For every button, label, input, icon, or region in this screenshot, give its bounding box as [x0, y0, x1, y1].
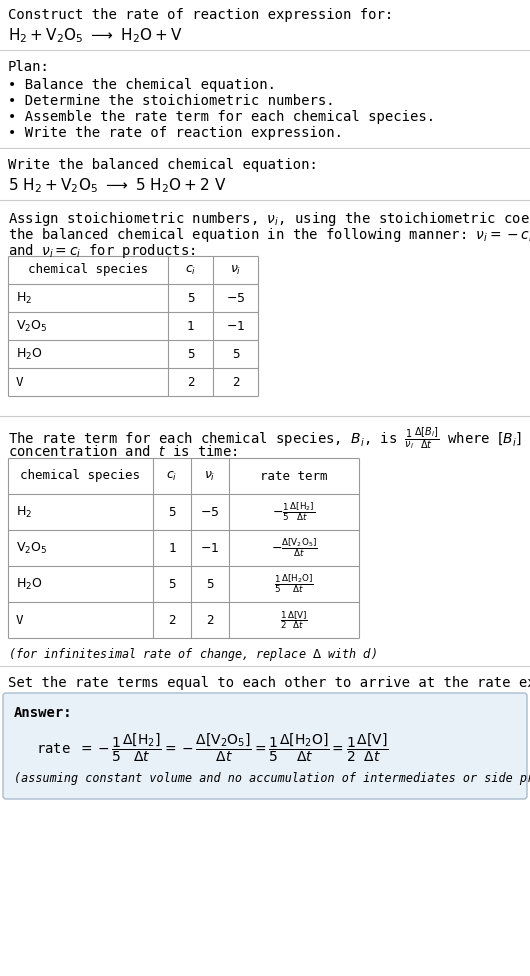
- Text: 5: 5: [187, 347, 195, 360]
- Text: $\frac{1}{5}\frac{\Delta[\mathrm{H_2O}]}{\Delta t}$: $\frac{1}{5}\frac{\Delta[\mathrm{H_2O}]}…: [274, 573, 314, 595]
- Text: and $\nu_i = c_i$ for products:: and $\nu_i = c_i$ for products:: [8, 242, 196, 260]
- Text: $5\ \mathrm{H_2} + \mathrm{V_2O_5}\ \longrightarrow\ 5\ \mathrm{H_2O} + 2\ \math: $5\ \mathrm{H_2} + \mathrm{V_2O_5}\ \lon…: [8, 176, 226, 194]
- Text: $-5$: $-5$: [200, 506, 219, 518]
- Text: 2: 2: [187, 376, 195, 388]
- Text: 1: 1: [187, 319, 195, 333]
- Text: $-1$: $-1$: [200, 542, 219, 554]
- Text: concentration and $t$ is time:: concentration and $t$ is time:: [8, 444, 237, 459]
- Text: $c_i$: $c_i$: [185, 264, 196, 276]
- Text: $\nu_i$: $\nu_i$: [204, 469, 216, 482]
- Text: 2: 2: [168, 614, 176, 627]
- Text: Write the balanced chemical equation:: Write the balanced chemical equation:: [8, 158, 318, 172]
- Text: $\mathrm{H_2O}$: $\mathrm{H_2O}$: [16, 577, 42, 591]
- Text: Assign stoichiometric numbers, $\nu_i$, using the stoichiometric coefficients, $: Assign stoichiometric numbers, $\nu_i$, …: [8, 210, 530, 228]
- Text: $-\frac{\Delta[\mathrm{V_2O_5}]}{\Delta t}$: $-\frac{\Delta[\mathrm{V_2O_5}]}{\Delta …: [271, 537, 317, 559]
- Text: Plan:: Plan:: [8, 60, 50, 74]
- Text: Construct the rate of reaction expression for:: Construct the rate of reaction expressio…: [8, 8, 393, 22]
- Text: (for infinitesimal rate of change, replace $\Delta$ with $d$): (for infinitesimal rate of change, repla…: [8, 646, 377, 663]
- Text: rate term: rate term: [260, 469, 328, 482]
- Text: The rate term for each chemical species, $B_i$, is $\frac{1}{\nu_i}\frac{\Delta[: The rate term for each chemical species,…: [8, 426, 530, 452]
- Text: $c_i$: $c_i$: [166, 469, 178, 482]
- Text: • Write the rate of reaction expression.: • Write the rate of reaction expression.: [8, 126, 343, 140]
- Text: Set the rate terms equal to each other to arrive at the rate expression:: Set the rate terms equal to each other t…: [8, 676, 530, 690]
- Text: $-5$: $-5$: [226, 292, 245, 305]
- Text: $\mathrm{H_2}$: $\mathrm{H_2}$: [16, 505, 32, 519]
- Text: $\mathrm{V_2O_5}$: $\mathrm{V_2O_5}$: [16, 541, 47, 555]
- Text: $-1$: $-1$: [226, 319, 245, 333]
- Text: chemical species: chemical species: [21, 469, 140, 482]
- Text: $\frac{1}{2}\frac{\Delta[\mathrm{V}]}{\Delta t}$: $\frac{1}{2}\frac{\Delta[\mathrm{V}]}{\D…: [280, 609, 308, 630]
- Text: $\mathrm{H_2}$: $\mathrm{H_2}$: [16, 291, 32, 305]
- Text: Answer:: Answer:: [14, 706, 73, 720]
- Text: 5: 5: [168, 578, 176, 590]
- Text: • Assemble the rate term for each chemical species.: • Assemble the rate term for each chemic…: [8, 110, 435, 124]
- Text: • Balance the chemical equation.: • Balance the chemical equation.: [8, 78, 276, 92]
- Text: 2: 2: [232, 376, 239, 388]
- Text: • Determine the stoichiometric numbers.: • Determine the stoichiometric numbers.: [8, 94, 334, 108]
- Text: rate $= -\dfrac{1}{5}\dfrac{\Delta[\mathrm{H_2}]}{\Delta t}= -\dfrac{\Delta[\mat: rate $= -\dfrac{1}{5}\dfrac{\Delta[\math…: [36, 732, 388, 764]
- Text: the balanced chemical equation in the following manner: $\nu_i = -c_i$ for react: the balanced chemical equation in the fo…: [8, 226, 530, 244]
- Text: V: V: [16, 376, 23, 388]
- Text: $\mathrm{H_2} + \mathrm{V_2O_5}\ \longrightarrow\ \mathrm{H_2O} + \mathrm{V}$: $\mathrm{H_2} + \mathrm{V_2O_5}\ \longri…: [8, 26, 182, 45]
- Text: 2: 2: [206, 614, 214, 627]
- Text: chemical species: chemical species: [28, 264, 148, 276]
- Text: (assuming constant volume and no accumulation of intermediates or side products): (assuming constant volume and no accumul…: [14, 772, 530, 785]
- Text: 1: 1: [168, 542, 176, 554]
- Text: 5: 5: [168, 506, 176, 518]
- Text: $\mathrm{V_2O_5}$: $\mathrm{V_2O_5}$: [16, 318, 47, 334]
- Text: V: V: [16, 614, 23, 627]
- FancyBboxPatch shape: [3, 693, 527, 799]
- Text: 5: 5: [206, 578, 214, 590]
- Text: 5: 5: [232, 347, 239, 360]
- Text: $-\frac{1}{5}\frac{\Delta[\mathrm{H_2}]}{\Delta t}$: $-\frac{1}{5}\frac{\Delta[\mathrm{H_2}]}…: [272, 501, 315, 523]
- Text: $\nu_i$: $\nu_i$: [230, 264, 241, 276]
- Text: $\mathrm{H_2O}$: $\mathrm{H_2O}$: [16, 346, 42, 361]
- Text: 5: 5: [187, 292, 195, 305]
